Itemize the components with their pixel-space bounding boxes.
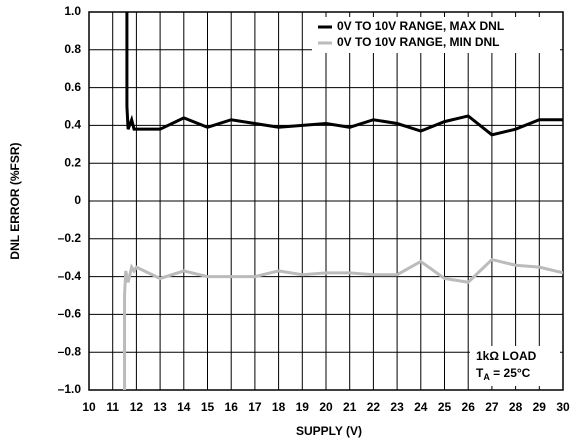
y-tick-label: 0 [74, 193, 81, 207]
plot-frame [88, 11, 564, 391]
data-line [125, 12, 563, 137]
y-tick-label: 1.0 [64, 4, 81, 18]
y-tick-label: 0.8 [64, 42, 81, 56]
x-tick-label: 14 [177, 400, 191, 414]
x-tick-label: 15 [201, 400, 215, 414]
x-tick-label: 26 [462, 400, 476, 414]
x-tick-label: 30 [556, 400, 570, 414]
x-tick-label: 17 [248, 400, 262, 414]
data-line [123, 257, 563, 390]
x-tick-label: 11 [106, 400, 119, 414]
x-tick-label: 19 [296, 400, 310, 414]
x-tick-label: 12 [130, 400, 144, 414]
y-tick-label: 0.6 [64, 80, 81, 94]
y-tick-label: –0.8 [58, 344, 82, 358]
x-tick-label: 27 [485, 400, 499, 414]
x-axis-label: SUPPLY (V) [296, 424, 362, 438]
x-tick-label: 29 [533, 400, 547, 414]
x-tick-label: 20 [319, 400, 333, 414]
y-tick-label: –0.2 [58, 231, 82, 245]
y-tick-label: 0.2 [64, 155, 81, 169]
legend-label: 0V TO 10V RANGE, MIN DNL [337, 35, 499, 49]
x-tick-label: 25 [438, 400, 452, 414]
annotation-line: TA = 25°C [476, 366, 531, 382]
x-tick-label: 22 [367, 400, 381, 414]
x-tick-label: 28 [509, 400, 523, 414]
legend-label: 0V TO 10V RANGE, MAX DNL [337, 19, 504, 33]
y-tick-label: 0.4 [64, 118, 81, 132]
annotation-symbol: T [476, 366, 484, 380]
x-tick-label: 16 [225, 400, 239, 414]
x-tick-label: 23 [390, 400, 404, 414]
y-axis-label: DNL ERROR (%FSR) [8, 142, 22, 259]
annotation-line: 1kΩ LOAD [476, 349, 537, 363]
y-tick-label: –1.0 [58, 382, 82, 396]
annotation-subscript: A [483, 372, 490, 382]
annotation-box [470, 346, 560, 386]
x-tick-label: 13 [153, 400, 167, 414]
x-tick-label: 24 [414, 400, 428, 414]
x-tick-label: 21 [343, 400, 357, 414]
annotation-rest: = 25°C [490, 366, 531, 380]
x-tick-label: 10 [82, 400, 96, 414]
legend-box [312, 17, 560, 53]
x-tick-label: 18 [272, 400, 286, 414]
y-tick-label: –0.6 [58, 307, 82, 321]
y-tick-label: –0.4 [58, 269, 82, 283]
